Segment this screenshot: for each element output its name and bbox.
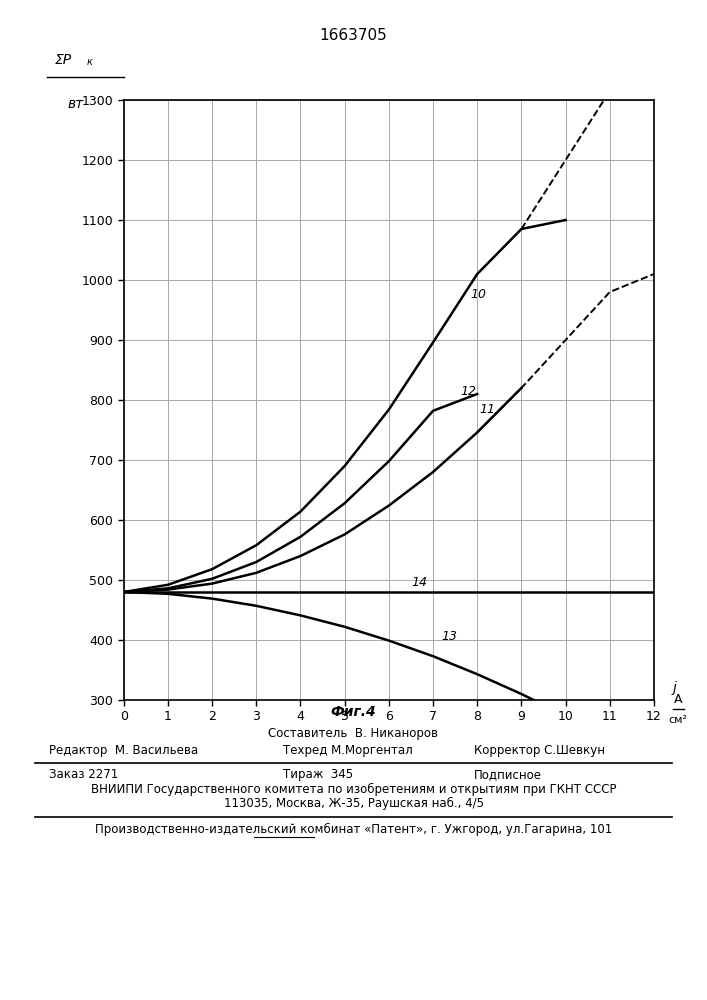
Text: Подписное: Подписное bbox=[474, 768, 542, 781]
Text: Заказ 2271: Заказ 2271 bbox=[49, 768, 119, 781]
Text: 113035, Москва, Ж-35, Раушская наб., 4/5: 113035, Москва, Ж-35, Раушская наб., 4/5 bbox=[223, 797, 484, 810]
Text: Производственно-издательский комбинат «Патент», г. Ужгород, ул.Гагарина, 101: Производственно-издательский комбинат «П… bbox=[95, 823, 612, 836]
Text: 1663705: 1663705 bbox=[320, 28, 387, 43]
Text: см²: см² bbox=[669, 715, 688, 725]
Text: ВНИИПИ Государственного комитета по изобретениям и открытиям при ГКНТ СССР: ВНИИПИ Государственного комитета по изоб… bbox=[90, 783, 617, 796]
Text: ΣP: ΣP bbox=[54, 53, 72, 67]
Text: Редактор  М. Васильева: Редактор М. Васильева bbox=[49, 744, 199, 757]
Text: Техред М.Моргентал: Техред М.Моргентал bbox=[283, 744, 413, 757]
Text: 12: 12 bbox=[460, 385, 477, 398]
Text: 13: 13 bbox=[442, 630, 458, 643]
Text: 14: 14 bbox=[411, 576, 427, 589]
Text: Корректор С.Шевкун: Корректор С.Шевкун bbox=[474, 744, 604, 757]
Text: 10: 10 bbox=[471, 288, 486, 301]
Text: к: к bbox=[86, 57, 93, 67]
Text: Тираж  345: Тираж 345 bbox=[283, 768, 353, 781]
Text: Составитель  В. Никаноров: Составитель В. Никаноров bbox=[269, 727, 438, 740]
Text: A: A bbox=[674, 693, 682, 706]
Text: Фиг.4: Фиг.4 bbox=[331, 705, 376, 719]
Text: вт: вт bbox=[68, 97, 84, 111]
Text: 11: 11 bbox=[479, 403, 496, 416]
Text: j: j bbox=[672, 681, 677, 695]
